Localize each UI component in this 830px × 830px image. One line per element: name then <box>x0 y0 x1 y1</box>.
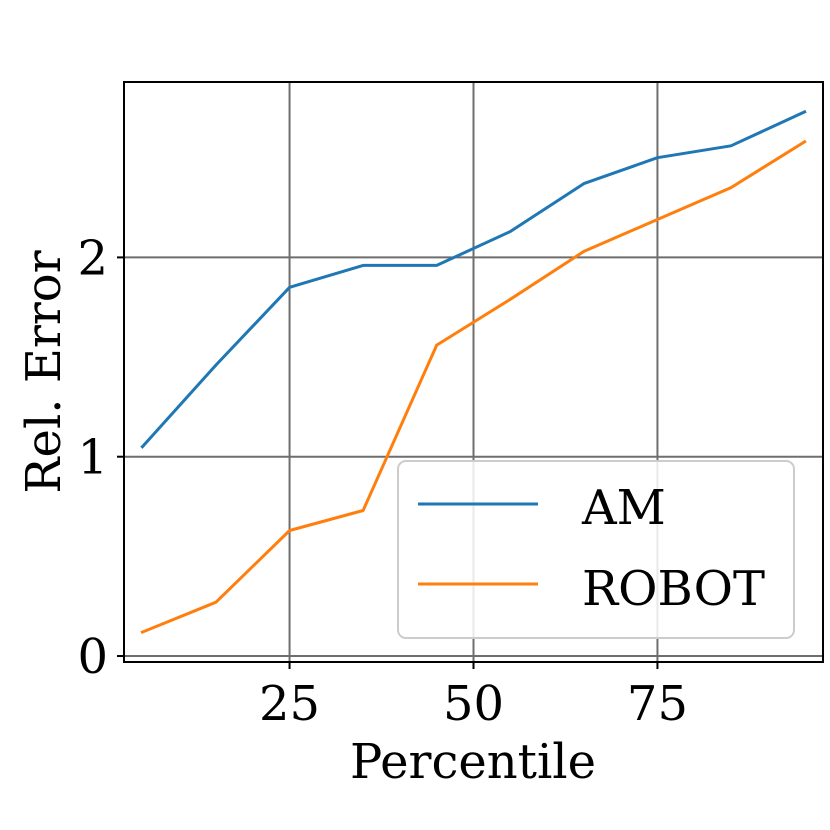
y-tick-label: 0 <box>77 629 108 685</box>
series-line-robot <box>140 139 807 635</box>
legend-label-robot: ROBOT <box>582 561 765 617</box>
legend: AM ROBOT <box>397 460 795 639</box>
x-tick-label: 25 <box>259 676 320 732</box>
y-tick-label: 2 <box>77 230 108 286</box>
y-axis-label: Rel. Error <box>16 250 72 493</box>
grid <box>124 82 823 662</box>
x-axis-label: Percentile <box>350 734 596 790</box>
legend-label-am: AM <box>581 480 666 536</box>
tick-labels: 25 50 75 0 1 2 <box>77 230 688 732</box>
y-tick-label: 1 <box>77 430 108 486</box>
series-lines <box>140 109 807 635</box>
x-tick-label: 75 <box>627 676 688 732</box>
series-line-am <box>140 109 807 449</box>
x-tick-label: 50 <box>443 676 504 732</box>
